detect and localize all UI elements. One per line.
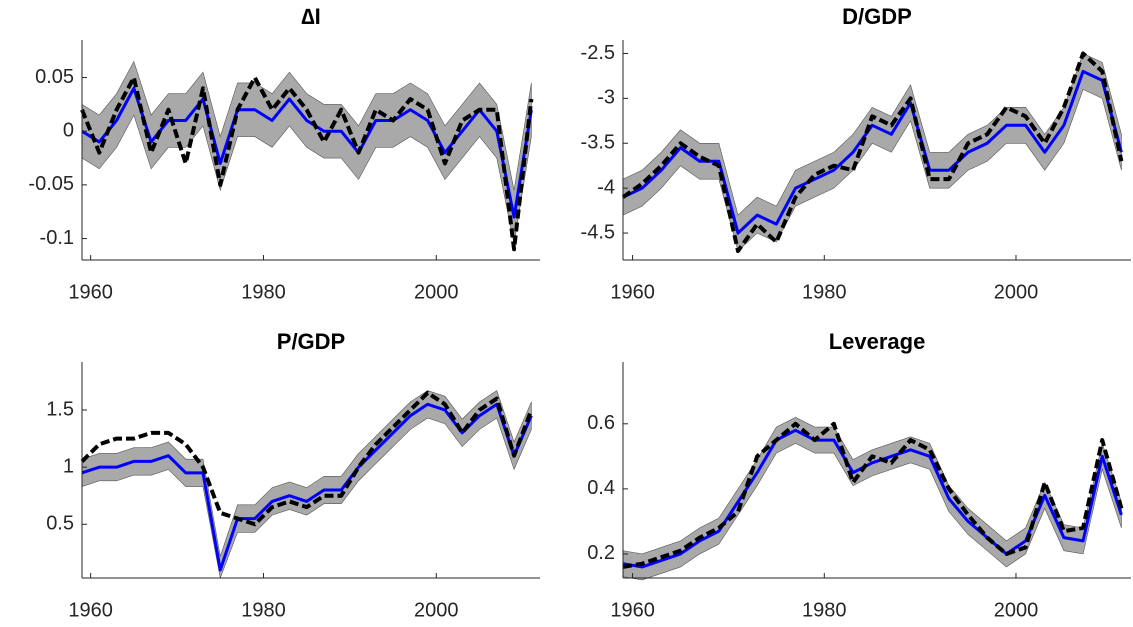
y-tick-label: 1 bbox=[63, 455, 74, 477]
y-tick-label: 0.5 bbox=[46, 513, 74, 535]
y-tick-label: -4.5 bbox=[581, 221, 615, 243]
chart-title: Leverage bbox=[829, 329, 926, 354]
y-tick-label: -4 bbox=[597, 176, 615, 198]
y-tick-label: -2.5 bbox=[581, 42, 615, 64]
x-tick-label: 2000 bbox=[414, 599, 459, 621]
x-tick-label: 1980 bbox=[241, 281, 286, 303]
dashed-line bbox=[622, 421, 1124, 569]
confidence-band bbox=[81, 390, 532, 580]
x-tick-label: 1960 bbox=[68, 599, 113, 621]
dashed-line bbox=[80, 75, 534, 252]
y-tick-label: 0.6 bbox=[587, 412, 615, 434]
chart-title: D/GDP bbox=[842, 4, 912, 29]
dashed-line bbox=[80, 390, 534, 527]
y-tick-label: -0.05 bbox=[28, 173, 74, 195]
y-tick-label: 0.4 bbox=[587, 477, 615, 499]
x-tick-label: 1960 bbox=[610, 599, 655, 621]
y-tick-label: -3.5 bbox=[581, 132, 615, 154]
y-tick-label: -3 bbox=[597, 87, 615, 109]
x-tick-label: 2000 bbox=[414, 281, 459, 303]
x-tick-label: 1980 bbox=[802, 281, 847, 303]
chart-title: ∆I bbox=[301, 4, 321, 29]
x-tick-label: 1980 bbox=[802, 599, 847, 621]
confidence-band bbox=[81, 60, 532, 244]
confidence-band bbox=[622, 53, 1122, 252]
x-tick-label: 2000 bbox=[994, 281, 1039, 303]
y-tick-label: 1.5 bbox=[46, 398, 74, 420]
y-tick-label: -0.1 bbox=[40, 227, 74, 249]
y-tick-label: 0.2 bbox=[587, 542, 615, 564]
dashed-line bbox=[621, 51, 1124, 254]
y-tick-label: 0.05 bbox=[35, 66, 74, 88]
x-tick-label: 1960 bbox=[68, 281, 113, 303]
chart-title: P/GDP bbox=[277, 329, 345, 354]
x-tick-label: 1980 bbox=[241, 599, 286, 621]
y-tick-label: 0 bbox=[63, 120, 74, 142]
x-tick-label: 1960 bbox=[610, 281, 655, 303]
x-tick-label: 2000 bbox=[994, 599, 1039, 621]
